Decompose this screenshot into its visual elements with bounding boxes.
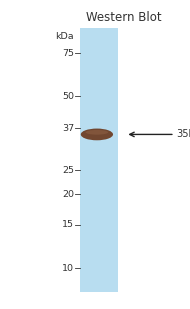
Text: Western Blot: Western Blot [86,11,161,24]
Text: kDa: kDa [55,32,74,40]
Ellipse shape [86,130,108,135]
Ellipse shape [81,129,113,140]
Text: 25: 25 [62,166,74,175]
Text: 75: 75 [62,49,74,57]
Text: 50: 50 [62,92,74,101]
Text: 20: 20 [62,190,74,199]
Text: 35kDa: 35kDa [177,129,190,139]
Bar [80,28,118,292]
Text: 37: 37 [62,124,74,133]
Text: 10: 10 [62,264,74,273]
Text: 15: 15 [62,220,74,229]
